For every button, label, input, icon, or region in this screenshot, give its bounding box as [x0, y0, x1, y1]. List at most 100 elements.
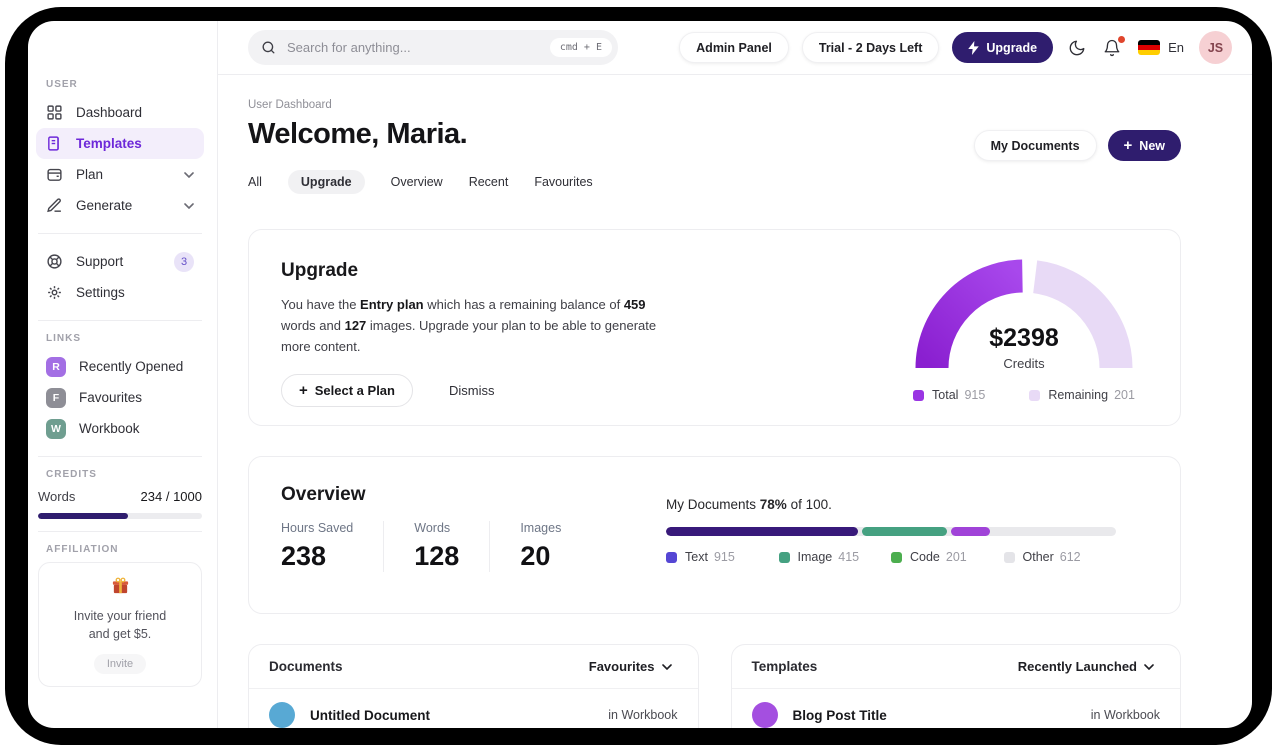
credits-value: 234 / 1000 [140, 489, 202, 504]
my-documents-button[interactable]: My Documents [973, 130, 1097, 161]
sidebar-divider [38, 531, 202, 532]
language-selector[interactable]: En [1136, 38, 1186, 57]
sidebar-item-label: Templates [76, 136, 142, 151]
usage-legend: Text 915 Image 415 Code 201 [666, 550, 1116, 564]
documents-card-header: Documents Favourites [249, 645, 698, 689]
sidebar-item-generate[interactable]: Generate [36, 190, 204, 221]
sidebar-item-settings[interactable]: Settings [36, 277, 204, 308]
breadcrumb: User Dashboard [248, 99, 332, 111]
sidebar-item-plan[interactable]: Plan [36, 159, 204, 190]
document-title: Untitled Document [310, 707, 430, 723]
overview-card-title: Overview [281, 484, 366, 505]
link-label: Recently Opened [79, 359, 184, 374]
legend-swatch [778, 551, 790, 563]
body-text: which has a remaining balance of [423, 297, 624, 312]
document-location: in Workbook [608, 708, 678, 722]
legend-name: Code [910, 550, 940, 564]
dismiss-button[interactable]: Dismiss [443, 382, 501, 399]
search-input[interactable] [285, 39, 541, 56]
page-title: Welcome, Maria. [248, 118, 468, 150]
invite-button[interactable]: Invite [93, 654, 147, 675]
link-initial-badge: R [46, 356, 66, 377]
affiliation-text: Invite your friend and get $5. [47, 607, 193, 643]
sidebar-section-credits: CREDITS [46, 469, 97, 480]
templates-icon [46, 135, 63, 152]
dark-mode-toggle[interactable] [1066, 37, 1088, 59]
legend-value: 415 [838, 550, 860, 564]
link-initial-badge: W [46, 418, 66, 439]
trial-status-button[interactable]: Trial - 2 Days Left [801, 32, 940, 63]
notifications-button[interactable] [1101, 35, 1126, 59]
legend-swatch [1029, 389, 1041, 401]
new-button[interactable]: + New [1107, 130, 1181, 161]
credits-gauge: $2398 Credits Total 915 Remaining 201 [908, 252, 1140, 402]
legend-name: Total [932, 388, 959, 402]
sidebar-divider [38, 456, 202, 457]
sidebar-item-templates[interactable]: Templates [36, 128, 204, 159]
bell-icon [1103, 39, 1121, 57]
tab-favourites[interactable]: Favourites [534, 175, 593, 189]
credits-row: Words 234 / 1000 [36, 487, 204, 504]
legend-code: Code 201 [891, 550, 1004, 564]
bottom-cards-row: Documents Favourites Untitled Document i… [248, 644, 1181, 728]
app-window: USER Dashboard Templates Plan [28, 21, 1252, 728]
stat-images: Images 20 [489, 521, 591, 572]
admin-panel-button[interactable]: Admin Panel [679, 32, 789, 63]
language-label: En [1168, 40, 1184, 55]
sidebar-section-affiliation: AFFILIATION [46, 544, 119, 555]
legend-swatch [666, 551, 677, 563]
legend-value: 915 [964, 388, 986, 402]
legend-text: Text 915 [666, 550, 779, 564]
sidebar-divider [38, 233, 202, 234]
search-icon [261, 40, 276, 55]
documents-filter-dropdown[interactable]: Favourites [583, 658, 678, 675]
template-list-item[interactable]: Blog Post Title in Workbook [732, 689, 1181, 728]
documents-card: Documents Favourites Untitled Document i… [248, 644, 699, 728]
upgrade-button-label: Upgrade [986, 40, 1038, 55]
legend-value: 915 [713, 550, 735, 564]
sidebar-divider [38, 320, 202, 321]
legend-value: 201 [1114, 388, 1135, 402]
upgrade-card-title: Upgrade [281, 260, 359, 281]
sidebar-item-dashboard[interactable]: Dashboard [36, 97, 204, 128]
templates-filter-dropdown[interactable]: Recently Launched [1012, 658, 1160, 675]
sidebar-link-workbook[interactable]: W Workbook [36, 413, 204, 444]
legend-value: 612 [1059, 550, 1081, 564]
document-avatar [269, 702, 295, 728]
templates-card: Templates Recently Launched Blog Post Ti… [730, 644, 1181, 728]
device-frame: USER Dashboard Templates Plan [5, 7, 1272, 745]
select-plan-button[interactable]: + Select a Plan [281, 374, 413, 408]
sidebar-item-support[interactable]: Support 3 [36, 246, 204, 277]
legend-value: 201 [945, 550, 967, 564]
link-label: Workbook [79, 421, 140, 436]
tab-all[interactable]: All [248, 175, 262, 189]
search-shortcut-hint: cmd + E [549, 38, 612, 57]
dashboard-grid-icon [46, 104, 63, 121]
sidebar-item-label: Support [76, 254, 124, 269]
tab-overview[interactable]: Overview [390, 175, 443, 189]
usage-suffix: of 100. [786, 497, 832, 512]
bar-segment-image [862, 527, 947, 536]
search-bar[interactable]: cmd + E [248, 30, 618, 65]
sidebar-link-recently-opened[interactable]: R Recently Opened [36, 351, 204, 382]
sidebar-link-favourites[interactable]: F Favourites [36, 382, 204, 413]
tab-upgrade[interactable]: Upgrade [287, 170, 365, 194]
usage-prefix: My Documents [666, 497, 760, 512]
stat-hours-saved: Hours Saved 238 [281, 521, 383, 572]
legend-other: Other 612 [1003, 550, 1117, 564]
upgrade-card-actions: + Select a Plan Dismiss [281, 374, 1148, 408]
sidebar-item-label: Settings [76, 285, 125, 300]
user-avatar[interactable]: JS [1199, 31, 1232, 64]
usage-stacked-bar [666, 527, 1116, 536]
main-content: User Dashboard Welcome, Maria. My Docume… [218, 75, 1252, 728]
plus-icon: + [1123, 137, 1133, 154]
tab-recent[interactable]: Recent [468, 175, 509, 189]
document-list-item[interactable]: Untitled Document in Workbook [249, 689, 698, 728]
images-balance: 127 [344, 317, 367, 333]
upgrade-button[interactable]: Upgrade [952, 32, 1054, 63]
affiliation-line1: Invite your friend [73, 609, 167, 623]
sidebar-section-links: LINKS [46, 333, 81, 344]
plus-icon: + [299, 382, 308, 400]
template-avatar [751, 702, 778, 728]
